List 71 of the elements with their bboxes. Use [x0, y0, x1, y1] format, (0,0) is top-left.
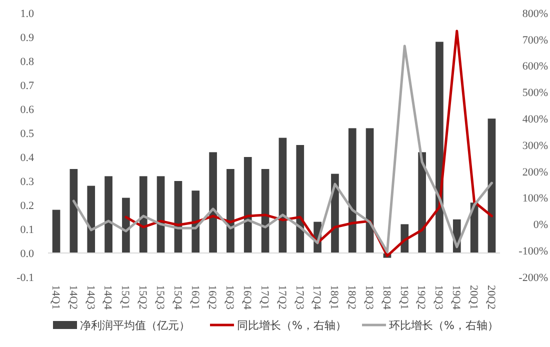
- legend-label: 环比增长（%，右轴）: [389, 318, 498, 332]
- bar: [104, 176, 112, 253]
- y2-tick-label: 200%: [522, 166, 548, 178]
- y2-tick-label: 100%: [522, 192, 548, 205]
- x-tick-label: 14Q3: [84, 285, 96, 310]
- x-tick-label: 19Q3: [432, 285, 445, 310]
- x-tick-label: 20Q2: [484, 285, 497, 310]
- bar: [278, 138, 287, 253]
- y2-tick-label: 0%: [533, 219, 548, 232]
- x-tick-label: 19Q1: [398, 285, 410, 310]
- y-tick-label: 0.1: [20, 224, 34, 236]
- x-tick-label: 20Q1: [467, 285, 480, 310]
- y-tick-label: 1.0: [20, 8, 34, 20]
- x-tick-label: 17Q1: [258, 285, 270, 310]
- line-series: [72, 44, 493, 254]
- x-tick-label: 15Q2: [136, 285, 149, 310]
- bar: [226, 169, 234, 253]
- x-tick-label: 16Q3: [224, 285, 236, 310]
- bar: [87, 186, 96, 253]
- y2-tick-label: 600%: [522, 60, 548, 73]
- y-tick-label: 0.5: [20, 128, 34, 140]
- y2-tick-label: -100%: [518, 245, 548, 258]
- line-series: [124, 30, 493, 258]
- y2-tick-label: 300%: [522, 140, 548, 152]
- bar: [122, 198, 130, 253]
- x-tick-label: 14Q4: [102, 285, 114, 310]
- y2-tick-label: 800%: [522, 8, 548, 20]
- y-tick-label: 0.4: [20, 152, 34, 164]
- x-tick-label: 19Q4: [450, 285, 462, 310]
- x-tick-label: 18Q2: [346, 285, 358, 310]
- x-tick-label: 16Q1: [188, 285, 201, 310]
- y-tick-label: -0.1: [16, 272, 34, 284]
- bar: [70, 169, 78, 253]
- y-tick-label: 0.6: [20, 104, 34, 116]
- x-tick-label: 17Q2: [276, 285, 288, 310]
- y-tick-label: 0.0: [20, 248, 34, 260]
- y2-tick-label: 700%: [522, 34, 548, 46]
- x-tick-label: 15Q1: [119, 285, 132, 310]
- bar: [52, 210, 60, 253]
- x-tick-label: 17Q4: [310, 285, 323, 310]
- x-tick-label: 18Q4: [380, 285, 392, 310]
- x-tick-label: 16Q4: [241, 285, 254, 310]
- y-tick-label: 0.8: [20, 56, 34, 68]
- bar: [139, 176, 148, 253]
- y2-tick-label: -200%: [518, 272, 548, 284]
- x-tick-label: 18Q3: [362, 285, 375, 310]
- y-tick-label: 0.9: [20, 32, 34, 44]
- x-tick-label: 16Q2: [206, 285, 218, 310]
- legend-label: 净利润平均值（亿元）: [80, 318, 190, 332]
- bar: [366, 128, 374, 253]
- y-tick-label: 0.2: [20, 200, 34, 212]
- y-tick-label: 0.7: [20, 80, 34, 92]
- x-tick-label: 15Q3: [154, 285, 166, 310]
- bar: [192, 190, 200, 253]
- y-tick-label: 0.3: [20, 176, 34, 188]
- x-tick-label: 17Q3: [293, 285, 306, 310]
- bar: [418, 152, 426, 253]
- legend-label: 同比增长（%，右轴）: [237, 318, 346, 332]
- x-tick-label: 14Q2: [66, 285, 79, 310]
- bar: [436, 42, 444, 253]
- x-tick-label: 14Q1: [49, 285, 62, 310]
- bar: [488, 118, 496, 253]
- bar: [209, 152, 217, 253]
- x-tick-label: 15Q4: [171, 285, 184, 310]
- bar: [348, 128, 356, 253]
- y2-tick-label: 500%: [522, 87, 548, 100]
- bar: [296, 145, 304, 253]
- y2-tick-label: 400%: [522, 113, 548, 126]
- x-tick-label: 19Q2: [415, 285, 428, 310]
- bar: [244, 157, 252, 253]
- x-tick-label: 18Q1: [328, 285, 340, 310]
